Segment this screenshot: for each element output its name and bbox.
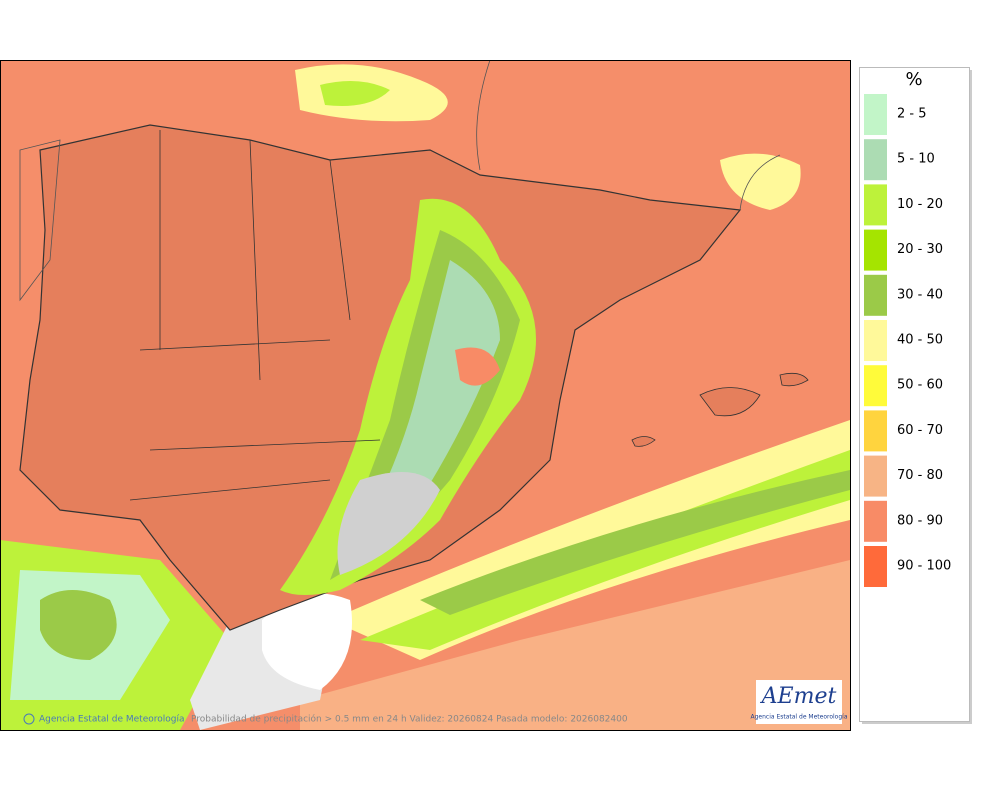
legend-title: % [905, 69, 922, 90]
legend-label: 2 - 5 [897, 107, 927, 122]
legend-swatch [864, 455, 887, 497]
legend-swatch [864, 94, 887, 135]
credit: Agencia Estatal de Meteorología [39, 715, 185, 725]
logo: AEmet [760, 684, 837, 709]
legend-label: 5 - 10 [897, 152, 935, 167]
legend-swatch [864, 274, 887, 316]
caption: Probabilidad de precipitación > 0.5 mm e… [191, 714, 628, 725]
map-frame [0, 60, 851, 731]
legend-swatch [864, 139, 887, 181]
legend-label: 60 - 70 [897, 423, 943, 438]
legend: 2 - 5 5 - 10 10 - 20 20 - 30 30 - 40 40 - 50 5… [864, 94, 951, 587]
legend-label: 20 - 30 [897, 242, 943, 257]
legend-swatch [864, 184, 887, 226]
legend-swatch [864, 365, 887, 407]
legend-label: 30 - 40 [897, 287, 943, 302]
legend-label: 10 - 20 [897, 197, 943, 212]
legend-label: 50 - 60 [897, 378, 943, 393]
map [0, 60, 850, 730]
legend-label: 90 - 100 [897, 559, 951, 574]
logo-box [756, 680, 842, 724]
legend-label: 70 - 80 [897, 468, 943, 483]
legend-swatch [864, 546, 887, 587]
legend-swatch [864, 320, 887, 361]
legend-label: 80 - 90 [897, 513, 943, 528]
legend-swatch [864, 410, 887, 452]
logo-subtitle: Agencia Estatal de Meteorología [751, 714, 848, 721]
legend-label: 40 - 50 [897, 333, 943, 348]
legend-swatch [864, 500, 887, 542]
legend-swatch [864, 229, 887, 271]
copyright-icon [23, 713, 35, 725]
